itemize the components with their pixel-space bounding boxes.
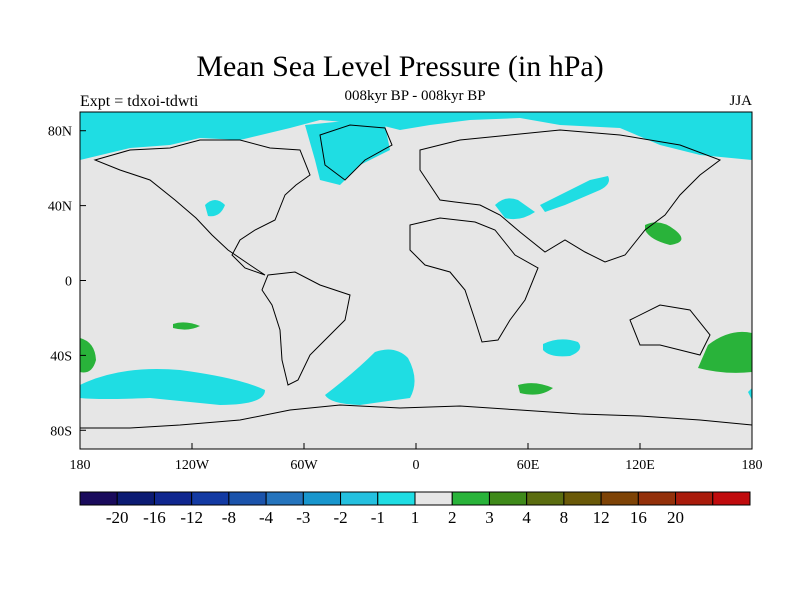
experiment-label: Expt = tdxoi-tdwti xyxy=(80,93,199,110)
colorbar-swatch xyxy=(712,491,751,506)
y-tick-label: 40S xyxy=(50,349,72,364)
coastlines xyxy=(80,124,753,429)
colorbar-label: -12 xyxy=(180,508,203,527)
negative-anomaly-areas xyxy=(80,112,752,405)
colorbar-swatch xyxy=(340,491,379,506)
colorbar-label: -8 xyxy=(222,508,236,527)
map-panel xyxy=(79,111,753,450)
atlantic-negative-area xyxy=(205,200,225,217)
subtropical-pacific-positive-area xyxy=(173,322,200,330)
eurasia-coastline xyxy=(419,129,722,263)
x-tick-label: 60E xyxy=(517,458,540,473)
colorbar-swatch xyxy=(377,491,416,506)
mediterranean-negative-area xyxy=(495,198,535,220)
x-tick-label: 120W xyxy=(175,458,210,473)
colorbar-label: 4 xyxy=(522,508,531,527)
colorbar: -20 -16 -12 -8 -4 -3 -2 -1 1 2 3 4 8 12 16 20 xyxy=(79,491,751,527)
antarctica-coastline xyxy=(80,404,753,429)
colorbar-label: 20 xyxy=(667,508,684,527)
nz-edge-negative-area xyxy=(748,388,752,400)
x-axis: 180 120W 60W 0 60E 120E 180 xyxy=(70,443,763,473)
africa-coastline xyxy=(409,217,539,343)
colorbar-label: 16 xyxy=(630,508,647,527)
colorbar-swatch xyxy=(414,491,453,506)
positive-anomaly-areas xyxy=(80,222,752,395)
colorbar-swatch xyxy=(526,491,565,506)
colorbar-label: 2 xyxy=(448,508,457,527)
south-america-coastline xyxy=(261,271,351,386)
colorbar-swatch xyxy=(675,491,714,506)
southeast-pacific-positive-area xyxy=(80,338,96,373)
map-title: Mean Sea Level Pressure (in hPa) xyxy=(196,50,604,83)
indian-ocean-negative-area xyxy=(543,339,581,357)
colorbar-swatch xyxy=(191,491,230,506)
colorbar-swatch xyxy=(451,491,490,506)
colorbar-label: 1 xyxy=(411,508,420,527)
australia-coastline xyxy=(629,304,711,356)
colorbar-label: 8 xyxy=(560,508,569,527)
colorbar-swatch xyxy=(153,491,193,506)
colorbar-swatch xyxy=(488,491,528,506)
x-tick-label: 180 xyxy=(742,458,763,473)
tasman-positive-area xyxy=(698,331,752,373)
colorbar-label: 12 xyxy=(593,508,610,527)
colorbar-label: -3 xyxy=(296,508,310,527)
y-tick-label: 80N xyxy=(48,125,72,140)
colorbar-swatch xyxy=(302,491,342,506)
x-tick-label: 120E xyxy=(625,458,655,473)
colorbar-label: -1 xyxy=(371,508,385,527)
x-tick-label: 0 xyxy=(413,458,420,473)
south-indian-positive-area xyxy=(518,383,553,395)
south-atlantic-negative-area xyxy=(325,349,415,405)
season-label: JJA xyxy=(729,93,752,109)
y-axis: 80N 40N 0 40S 80S xyxy=(48,125,86,439)
south-pacific-negative-area xyxy=(80,369,265,405)
colorbar-label: -2 xyxy=(333,508,347,527)
colorbar-label: -16 xyxy=(143,508,166,527)
y-tick-label: 80S xyxy=(50,424,72,439)
west-pacific-positive-area xyxy=(645,222,682,245)
colorbar-swatch xyxy=(265,491,304,506)
central-asia-negative-area xyxy=(540,176,609,212)
x-tick-label: 180 xyxy=(70,458,91,473)
north-america-coastline xyxy=(93,139,311,276)
x-tick-label: 60W xyxy=(290,458,318,473)
colorbar-swatch xyxy=(600,491,639,506)
colorbar-label: 3 xyxy=(485,508,494,527)
colorbar-swatch xyxy=(228,491,267,506)
colorbar-swatch xyxy=(563,491,602,506)
colorbar-swatch xyxy=(637,491,677,506)
map-subtitle: 008kyr BP - 008kyr BP xyxy=(344,88,486,104)
y-tick-label: 40N xyxy=(48,200,72,215)
colorbar-label: -4 xyxy=(259,508,274,527)
greenland-negative-area xyxy=(305,120,390,185)
arctic-negative-area xyxy=(80,112,752,160)
greenland-coastline xyxy=(319,124,393,181)
colorbar-swatch xyxy=(79,491,118,506)
y-tick-label: 0 xyxy=(65,275,72,290)
colorbar-label: -20 xyxy=(106,508,129,527)
colorbar-swatch xyxy=(116,491,155,506)
